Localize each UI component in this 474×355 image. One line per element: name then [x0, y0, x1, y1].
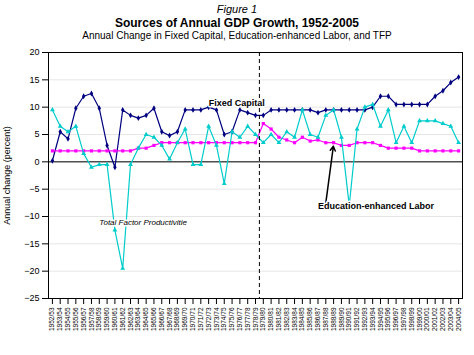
svg-text:Total Factor Productivitie: Total Factor Productivitie: [99, 218, 187, 227]
svg-text:1970/71: 1970/71: [189, 307, 196, 331]
svg-text:−15: −15: [24, 239, 39, 249]
svg-text:2000/01: 2000/01: [423, 307, 430, 331]
svg-text:1957/58: 1957/58: [88, 307, 95, 331]
svg-text:1980/81: 1980/81: [267, 307, 274, 331]
svg-text:1977/78: 1977/78: [244, 307, 251, 331]
svg-text:1966/67: 1966/67: [158, 307, 165, 331]
svg-text:1976/77: 1976/77: [236, 307, 243, 331]
svg-text:Annual change (percent): Annual change (percent): [2, 126, 12, 225]
svg-text:2001/02: 2001/02: [431, 307, 438, 331]
svg-text:1992/93: 1992/93: [361, 307, 368, 331]
svg-text:1956/57: 1956/57: [80, 307, 87, 331]
svg-text:1954/55: 1954/55: [64, 307, 71, 331]
svg-text:1995/96: 1995/96: [384, 307, 391, 331]
svg-text:1972/73: 1972/73: [205, 307, 212, 331]
svg-text:1963/64: 1963/64: [134, 307, 141, 331]
svg-text:1964/65: 1964/65: [142, 307, 149, 331]
svg-text:1958/59: 1958/59: [95, 307, 102, 331]
svg-text:1961/62: 1961/62: [119, 307, 126, 331]
svg-text:1979/80: 1979/80: [259, 307, 266, 331]
svg-text:1962/63: 1962/63: [127, 307, 134, 331]
svg-text:−20: −20: [24, 266, 39, 276]
svg-text:1994/95: 1994/95: [377, 307, 384, 331]
svg-text:1999/00: 1999/00: [416, 307, 423, 331]
svg-text:1959/60: 1959/60: [103, 307, 110, 331]
svg-text:−10: −10: [24, 211, 39, 221]
svg-text:1952/53: 1952/53: [48, 307, 55, 331]
svg-text:1987/88: 1987/88: [322, 307, 329, 331]
svg-text:1998/99: 1998/99: [408, 307, 415, 331]
svg-text:1975/76: 1975/76: [228, 307, 235, 331]
svg-text:1993/94: 1993/94: [369, 307, 376, 331]
svg-text:1991/92: 1991/92: [353, 307, 360, 331]
svg-text:1953/54: 1953/54: [56, 307, 63, 331]
html-text:Figure 1: Figure 1: [216, 3, 258, 15]
svg-text:1971/72: 1971/72: [197, 307, 204, 331]
html-text:Sources of Annual GDP Growth,: Sources of Annual GDP Growth, 1952-2005: [115, 16, 359, 30]
svg-text:−25: −25: [24, 293, 39, 303]
svg-text:2002/03: 2002/03: [439, 307, 446, 331]
svg-text:1955/56: 1955/56: [72, 307, 79, 331]
svg-text:Education-enhanced Labor: Education-enhanced Labor: [318, 201, 435, 211]
svg-text:1965/66: 1965/66: [150, 307, 157, 331]
svg-text:2004/05: 2004/05: [455, 307, 462, 331]
svg-text:5: 5: [34, 129, 39, 139]
svg-text:1974/75: 1974/75: [220, 307, 227, 331]
svg-text:−5: −5: [29, 184, 39, 194]
svg-text:2003/04: 2003/04: [447, 307, 454, 331]
svg-text:1988/89: 1988/89: [330, 307, 337, 331]
svg-text:1973/74: 1973/74: [213, 307, 220, 331]
svg-text:1969/70: 1969/70: [181, 307, 188, 331]
svg-text:15: 15: [29, 75, 39, 85]
svg-text:1997/98: 1997/98: [400, 307, 407, 331]
svg-text:1996/97: 1996/97: [392, 307, 399, 331]
svg-text:0: 0: [34, 157, 39, 167]
svg-text:10: 10: [29, 102, 39, 112]
svg-text:Fixed Capital: Fixed Capital: [209, 98, 265, 108]
svg-text:1989/90: 1989/90: [338, 307, 345, 331]
svg-text:20: 20: [29, 47, 39, 57]
svg-text:1978/79: 1978/79: [252, 307, 259, 331]
svg-text:1960/61: 1960/61: [111, 307, 118, 331]
svg-text:1981/82: 1981/82: [275, 307, 282, 331]
svg-text:1968/69: 1968/69: [173, 307, 180, 331]
svg-text:1983/84: 1983/84: [291, 307, 298, 331]
html-text:Annual Change in Fixed Capital: Annual Change in Fixed Capital, Educatio…: [82, 30, 392, 41]
svg-text:1990/91: 1990/91: [345, 307, 352, 331]
svg-text:1986/87: 1986/87: [314, 307, 321, 331]
svg-text:1984/85: 1984/85: [298, 307, 305, 331]
svg-text:1967/68: 1967/68: [166, 307, 173, 331]
svg-text:1982/83: 1982/83: [283, 307, 290, 331]
svg-text:1985/86: 1985/86: [306, 307, 313, 331]
